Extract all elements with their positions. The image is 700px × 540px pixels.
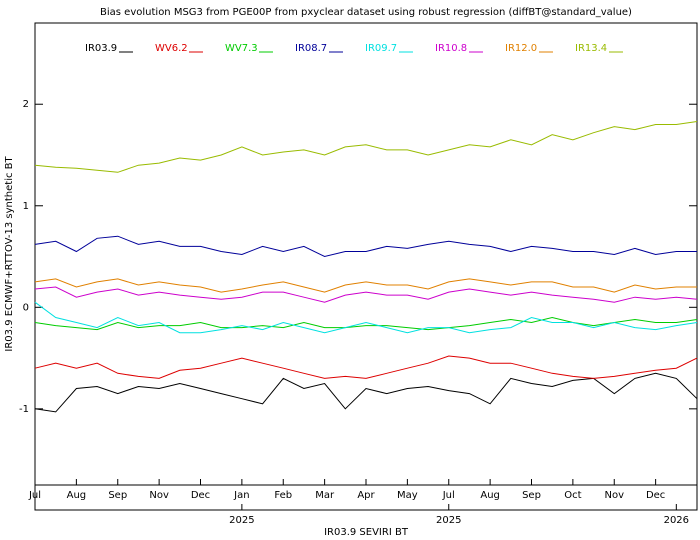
chart-title: Bias evolution MSG3 from PGE00P from pxy…: [100, 7, 632, 18]
y-tick-label: 0: [23, 302, 29, 313]
year-label: 2025: [436, 515, 461, 526]
year-label: 2026: [664, 515, 689, 526]
x-tick-label: May: [397, 490, 418, 501]
x-tick-label: Sep: [108, 490, 127, 501]
x-tick-label: Apr: [357, 490, 375, 501]
y-tick-label: 1: [23, 201, 29, 212]
year-label: 2025: [229, 515, 254, 526]
x-tick-label: Aug: [480, 490, 500, 501]
series-line: [34, 355, 698, 379]
legend-label: IR09.7: [365, 43, 397, 54]
plot-frame: [34, 22, 698, 486]
legend-label: IR10.8: [435, 43, 467, 54]
legend-label: WV6.2: [155, 43, 188, 54]
x-tick-label: Jul: [28, 490, 41, 501]
series-line: [34, 286, 698, 303]
x-tick-label: Aug: [67, 490, 87, 501]
x-tick-label: Feb: [274, 490, 292, 501]
x-axis-label: IR03.9 SEVIRI BT: [324, 527, 409, 538]
legend-label: IR08.7: [295, 43, 327, 54]
x-tick-label: Nov: [604, 490, 624, 501]
legend-label: IR03.9: [85, 43, 117, 54]
series-line: [34, 278, 697, 293]
legend-label: IR12.0: [505, 43, 537, 54]
series-line: [34, 121, 698, 173]
x-tick-label: Mar: [315, 490, 335, 501]
x-tick-label: Dec: [646, 490, 665, 501]
x-tick-label: Jan: [233, 490, 249, 501]
legend-label: WV7.3: [225, 43, 258, 54]
y-axis-label: IR03.9 ECMWF+RTTOV-13 synthetic BT: [4, 155, 15, 351]
x-tick-label: Sep: [522, 490, 541, 501]
x-tick-label: Oct: [564, 490, 581, 501]
y-tick-label: -1: [19, 404, 29, 415]
x-tick-label: Dec: [191, 490, 210, 501]
y-tick-label: 2: [23, 99, 29, 110]
series-line: [34, 372, 698, 413]
series-line: [34, 235, 697, 258]
legend-label: IR13.4: [575, 43, 607, 54]
x-tick-label: Nov: [149, 490, 169, 501]
x-tick-label: Jul: [442, 490, 455, 501]
series-line: [34, 316, 698, 331]
series-line: [34, 301, 698, 334]
